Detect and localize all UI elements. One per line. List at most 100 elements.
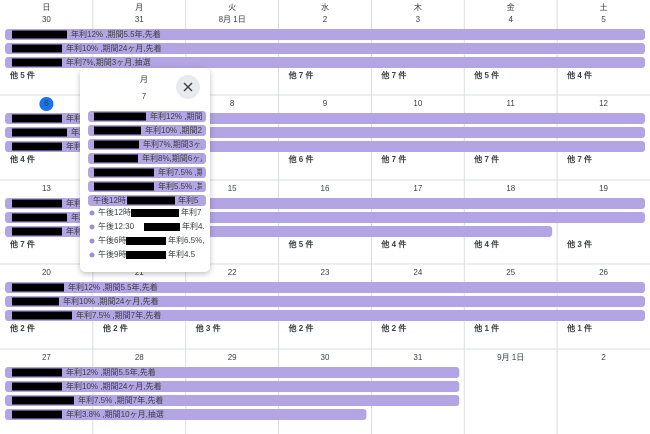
date-label[interactable]: 31 [413,353,422,362]
redaction [127,196,175,205]
redaction [12,58,62,67]
more-link[interactable]: 他 1 件 [473,323,499,333]
more-link[interactable]: 他 5 件 [288,239,314,249]
date-label[interactable]: 12 [599,99,608,108]
event-bar[interactable]: 年利12% ,期間5.5年,先着 [5,29,645,40]
event-title: 年利7%,期間3ヶ月,抽選 [66,57,150,67]
date-label[interactable]: 10 [413,99,422,108]
event-chip[interactable]: 年利12% ,期間5 [88,111,207,122]
timed-event[interactable]: 午後6時 年利6.5%, [89,235,205,245]
event-title: 年利7% [66,141,94,151]
date-label[interactable]: 22 [228,268,237,277]
more-link[interactable]: 他 4 件 [473,239,499,249]
date-label[interactable]: 23 [321,268,330,277]
date-label[interactable]: 9月 1日 [497,353,524,362]
date-label[interactable]: 17 [413,184,422,193]
event-bar[interactable]: 年利3.8% ,期間10ヶ月,抽選 [5,409,367,420]
event-bar-bg [5,57,645,68]
redaction [12,114,62,123]
date-label[interactable]: 30 [321,353,330,362]
date-label[interactable]: 6 [44,99,49,108]
close-button[interactable] [176,75,200,99]
redaction [12,199,62,208]
more-link[interactable]: 他 7 件 [380,70,406,80]
event-chip[interactable]: 年利7.5% ,期間5 [88,167,218,178]
more-link[interactable]: 他 2 件 [102,323,128,333]
timed-event[interactable]: 午後9時 年利4.5 [89,249,196,259]
date-label[interactable]: 18 [506,184,515,193]
event-bar[interactable]: 年利7.5% ,期間7年,先着 [5,395,460,406]
more-link[interactable]: 他 4 件 [380,239,406,249]
chip-time: 午後12時 [93,195,126,205]
redaction [12,213,67,222]
redaction [12,311,72,320]
popup-day: 7 [142,92,147,101]
more-link[interactable]: 他 4 件 [566,70,592,80]
event-bar[interactable]: 年利12% ,期間5.5年,先着 [5,282,645,293]
date-label[interactable]: 15 [228,184,237,193]
redaction [94,112,146,121]
date-label[interactable]: 4 [508,15,513,24]
weekday-label: 木 [414,2,422,12]
date-label[interactable]: 20 [42,268,51,277]
redaction [12,30,67,39]
date-label[interactable]: 27 [42,353,51,362]
more-link[interactable]: 他 7 件 [380,154,406,164]
more-link[interactable]: 他 2 件 [380,323,406,333]
event-title: 年利4. [182,221,205,231]
date-label[interactable]: 8 [230,99,235,108]
more-link[interactable]: 他 5 件 [9,70,35,80]
date-label[interactable]: 29 [228,353,237,362]
redaction [94,182,154,191]
event-bar[interactable]: 年利10% ,期間24ヶ月,先着 [5,43,645,54]
event-chip[interactable]: 年利10% ,期間24 [88,125,207,136]
date-label[interactable]: 9 [323,99,328,108]
event-bar[interactable]: 年利10% ,期間24ヶ月,先着 [5,381,460,392]
today-marker [39,97,54,111]
date-label[interactable]: 19 [599,184,608,193]
event-chip[interactable]: 年利8%,期間6ヶ月 [88,153,208,164]
date-label[interactable]: 8月 1日 [219,15,246,24]
date-label[interactable]: 21 [135,268,144,277]
more-link[interactable]: 他 3 件 [566,239,592,249]
more-link[interactable]: 他 7 件 [288,70,314,80]
more-link[interactable]: 他 5 件 [473,70,499,80]
date-label[interactable]: 13 [42,184,51,193]
timed-event[interactable]: 午後12時 年利7 [89,207,202,217]
event-bar[interactable]: 年利7%,期間3ヶ月,抽選 [5,57,645,68]
date-label[interactable]: 5 [601,15,606,24]
date-label[interactable]: 2 [323,15,328,24]
redaction [126,237,166,245]
date-label[interactable]: 31 [135,15,144,24]
event-bar[interactable]: 年利10% ,期間24ヶ月,先着 [5,296,645,307]
date-label[interactable]: 28 [135,353,144,362]
event-bar[interactable]: 年利12% ,期間5.5年,先着 [5,367,460,378]
more-link[interactable]: 他 4 件 [9,154,35,164]
event-title: 年利7.5% ,期間7年,先着 [76,310,161,320]
event-bar[interactable]: 年利7.5% ,期間7年,先着 [5,310,645,321]
event-time: 午後12時 [98,207,131,217]
more-link[interactable]: 他 2 件 [288,323,314,333]
event-chip[interactable]: 年利7%,期間3ヶ月, [88,139,211,150]
event-title: 年利10% ,期間24ヶ月,先着 [66,43,162,53]
date-label[interactable]: 16 [321,184,330,193]
more-link[interactable]: 他 7 件 [566,154,592,164]
date-label[interactable]: 2 [601,353,606,362]
timed-event[interactable]: 午後12:30 年利4. [89,221,205,231]
more-link[interactable]: 他 6 件 [288,154,314,164]
more-link[interactable]: 他 1 件 [566,323,592,333]
date-label[interactable]: 24 [413,268,422,277]
date-label[interactable]: 3 [416,15,421,24]
redaction [12,283,64,292]
more-link[interactable]: 他 7 件 [473,154,499,164]
more-link[interactable]: 他 2 件 [9,323,35,333]
event-chip[interactable]: 午後12時 年利5 [88,195,206,206]
date-label[interactable]: 30 [42,15,51,24]
date-label[interactable]: 11 [507,99,516,108]
more-link[interactable]: 他 3 件 [195,323,221,333]
event-chip[interactable]: 年利5.5% ,其 [88,181,206,192]
date-label[interactable]: 25 [506,268,515,277]
more-link[interactable]: 他 7 件 [9,239,35,249]
chip-title: 年利5 [178,195,199,205]
date-label[interactable]: 26 [599,268,608,277]
